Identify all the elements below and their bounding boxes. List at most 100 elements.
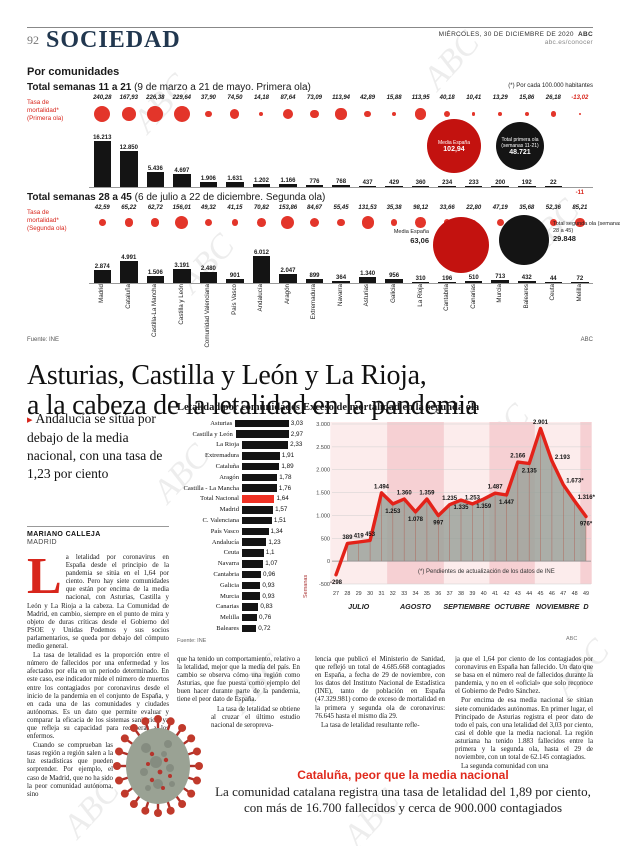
mortality-rate-area <box>116 104 143 124</box>
mortality-rate-label: 98,12 <box>413 205 429 211</box>
mortality-rate-area <box>116 214 143 231</box>
mortality-rate-label: 40,18 <box>439 95 455 101</box>
lethality-region-label: País Vasco <box>210 527 239 535</box>
lethality-value: 1,23 <box>268 538 281 546</box>
deaths-value-label: 12.850 <box>119 144 138 151</box>
deaths-value-label: 429 <box>389 179 400 186</box>
lethality-value: 1,34 <box>270 527 283 535</box>
deaths-bar-zone: 360 <box>407 124 434 187</box>
deaths-bar-zone: 1.340 <box>354 231 381 283</box>
wave2-media-label: Media España 63,06 <box>393 229 429 245</box>
deaths-bar-zone: 510 <box>460 231 487 283</box>
lethality-region-label: Navarra <box>217 560 239 568</box>
svg-text:2.166: 2.166 <box>510 454 526 460</box>
wave2-title-rest: (6 de julio a 22 de diciembre. Segunda o… <box>131 192 326 203</box>
deaths-bar-zone: 1.202 <box>248 124 275 187</box>
mortality-rate-label: 113,94 <box>332 95 350 101</box>
lethality-row: Canarias 0,83 <box>177 602 303 613</box>
deaths-bar <box>252 256 271 283</box>
deaths-bar <box>332 184 350 187</box>
svg-text:43: 43 <box>515 591 521 597</box>
wave1-chart: Total semanas 11 a 21 (9 de marzo a 21 d… <box>27 82 594 196</box>
lethality-value: 1,57 <box>275 506 288 514</box>
lethality-bar <box>242 560 264 568</box>
mortality-rate-label: 156,01 <box>172 205 192 211</box>
infographic-title: Por comunidades <box>27 66 120 78</box>
svg-text:28: 28 <box>344 591 350 597</box>
lethality-row: Navarra 1,07 <box>177 558 303 569</box>
region-name: Cataluña <box>124 284 132 309</box>
mortality-rate-area <box>142 214 169 231</box>
mortality-rate-dot <box>98 219 106 226</box>
region-name: Canarias <box>469 284 477 309</box>
lethality-value: 0,93 <box>262 592 275 600</box>
region-column: 65,22 4.991 <box>116 205 143 283</box>
mortality-rate-area <box>567 104 594 124</box>
lethality-region-label: Castilla - La Mancha <box>183 484 239 492</box>
mortality-rate-area <box>195 104 222 124</box>
region-name: País Vasco <box>230 284 238 315</box>
region-column: 74,50 1.631 <box>222 95 249 187</box>
top-rule <box>27 27 593 28</box>
mortality-rate-label: 226,38 <box>146 95 165 101</box>
deaths-value-label: 2.874 <box>94 264 110 271</box>
region-name: Comunidad Valenciana <box>204 284 212 348</box>
headline: Asturias, Castilla y León y La Rioja, a … <box>27 359 478 421</box>
mortality-rate-area <box>567 214 594 231</box>
masthead-site: abc.es/conocer <box>544 39 593 46</box>
region-name: Melilla <box>575 284 583 302</box>
deaths-bar <box>464 186 483 187</box>
deaths-bar <box>491 279 509 283</box>
lethality-bar <box>242 549 264 557</box>
region-column: 47,19 713 <box>487 205 514 283</box>
lethality-row: Castilla y León 2,97 <box>177 429 303 440</box>
mortality-rate-label: 73,09 <box>307 95 323 101</box>
mortality-rate-dot <box>415 217 426 228</box>
lethality-region-label: Canarias <box>215 603 239 611</box>
deaths-bar <box>173 173 191 187</box>
lethality-bar <box>242 603 259 611</box>
lethality-bar <box>242 484 277 492</box>
mortality-rate-dot <box>443 110 451 118</box>
mortality-rate-area <box>169 104 196 124</box>
page-number: 92 <box>27 33 39 47</box>
region-column: 113,95 360 <box>407 95 434 187</box>
mortality-rate-area <box>381 104 408 124</box>
deaths-bar <box>120 260 138 283</box>
svg-text:37: 37 <box>447 591 453 597</box>
region-column: 62,72 1.506 <box>142 205 169 283</box>
mortality-rate-dot <box>578 112 582 116</box>
deaths-value-label: 1.202 <box>253 177 269 184</box>
region-column: 41,15 901 <box>222 205 249 283</box>
lethality-value: 1,07 <box>265 560 278 568</box>
svg-text:1.253: 1.253 <box>385 509 401 515</box>
region-axis-label: Murcia <box>487 284 514 334</box>
lethality-bar <box>235 419 289 428</box>
region-name: Andalucía <box>257 284 265 312</box>
mortality-rate-area <box>460 104 487 124</box>
lethality-value: 2,97 <box>290 430 303 438</box>
deaths-value-label: 3.191 <box>174 262 190 269</box>
lethality-bar <box>242 462 280 471</box>
deaths-bar <box>571 282 589 283</box>
standfirst: Andalucía se sitúa por debajo de la medi… <box>27 410 173 483</box>
mortality-rate-label: 87,64 <box>280 95 296 101</box>
deaths-value-label: 233 <box>468 180 479 186</box>
lethality-row: Cataluña 1,89 <box>177 461 303 472</box>
region-axis-label: Ceuta <box>540 284 567 334</box>
mortality-rate-label: -13,02 <box>571 95 589 101</box>
article-paragraph: ja que el 1,64 por ciento de los contagi… <box>455 656 593 696</box>
lethality-row: Galicia 0,93 <box>177 580 303 591</box>
mortality-rate-label: 10,41 <box>466 95 482 101</box>
lethality-row: Extremadura 1,91 <box>177 450 303 461</box>
deaths-value-label: 1.340 <box>360 270 376 277</box>
mortality-rate-area <box>222 104 249 124</box>
mortality-rate-area <box>328 104 355 124</box>
mortality-rate-label: 42,59 <box>94 205 110 211</box>
mortality-rate-dot <box>472 112 476 116</box>
svg-text:500: 500 <box>321 536 330 542</box>
svg-text:33: 33 <box>401 591 407 597</box>
region-name: Castilla y León <box>177 284 185 325</box>
